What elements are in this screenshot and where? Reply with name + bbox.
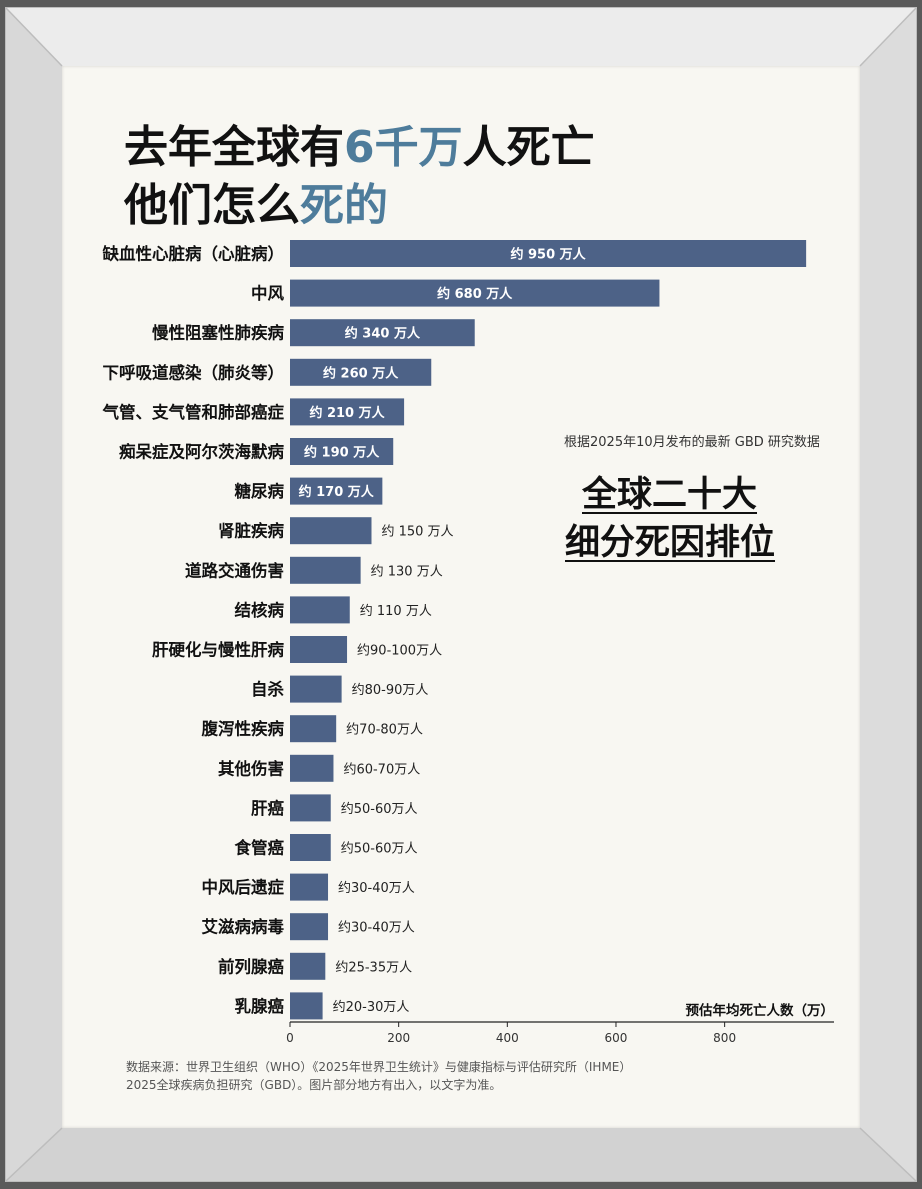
value-label: 约 210 万人 <box>309 405 385 421</box>
x-axis-title: 预估年均死亡人数（万） <box>686 1002 835 1019</box>
category-label: 慢性阻塞性肺疾病 <box>152 323 285 343</box>
bar <box>290 675 342 703</box>
category-label: 腹泻性疾病 <box>202 719 285 739</box>
value-label: 约60-70万人 <box>343 762 420 777</box>
category-label: 其他伤害 <box>218 758 284 778</box>
value-label: 约 680 万人 <box>437 286 513 302</box>
value-label: 约90-100万人 <box>357 644 442 659</box>
value-label: 约20-30万人 <box>333 1000 410 1015</box>
value-label: 约 150 万人 <box>381 525 453 540</box>
x-tick-label: 0 <box>286 1031 294 1045</box>
value-label: 约 110 万人 <box>360 604 432 619</box>
category-label: 食管癌 <box>235 838 285 858</box>
bar <box>290 517 372 545</box>
title-line-1: 去年全球有6千万人死亡 <box>124 122 595 173</box>
infographic-poster: 去年全球有6千万人死亡 他们怎么死的 缺血性心脏病（心脏病） 中风慢性阻塞性肺疾病… <box>62 66 860 1128</box>
value-label: 约30-40万人 <box>338 921 415 936</box>
value-label: 约 950 万人 <box>510 247 586 263</box>
value-label: 约30-40万人 <box>338 881 415 896</box>
bar <box>290 913 329 941</box>
callout-line-2: 细分死因排位 <box>565 523 776 563</box>
bar <box>290 556 361 584</box>
data-source-note: 根据2025年10月发布的最新 GBD 研究数据 <box>564 435 820 450</box>
category-label: 痴呆症及阿尔茨海默病 <box>119 442 285 462</box>
category-label: 乳腺癌 <box>235 996 285 1016</box>
x-tick-label: 400 <box>496 1031 519 1045</box>
title-highlight-text: 死的 <box>300 180 388 231</box>
category-label: 肝硬化与慢性肝病 <box>152 640 285 660</box>
bar <box>290 438 394 465</box>
bar <box>290 992 323 1020</box>
bar <box>290 398 405 426</box>
bar <box>290 636 348 663</box>
bar <box>290 952 326 980</box>
value-labels: 约 950 万人约 680 万人约 340 万人约 260 万人约 210 万人… <box>299 247 587 1015</box>
value-label: 约 340 万人 <box>345 326 421 342</box>
bar <box>290 754 334 782</box>
bar <box>290 240 807 267</box>
x-tick-label: 600 <box>605 1031 628 1045</box>
category-label: 糖尿病 <box>235 481 285 501</box>
category-label: 下呼吸道感染（肺炎等） <box>103 362 285 382</box>
title-highlight-number: 6千万 <box>344 122 463 173</box>
bar <box>290 279 660 307</box>
bar <box>290 477 383 505</box>
bar <box>290 794 331 822</box>
bar <box>290 834 331 861</box>
bar <box>290 596 350 624</box>
bars <box>290 240 807 1020</box>
category-label: 缺血性心脏病（心脏病） <box>103 244 285 264</box>
value-label: 约70-80万人 <box>346 723 423 738</box>
category-label: 肾脏疾病 <box>218 521 285 541</box>
value-label: 约 170 万人 <box>299 484 375 500</box>
footnote: 数据来源：世界卫生组织（WHO）《2025年世界卫生统计》与健康指标与评估研究所… <box>126 1058 826 1094</box>
category-label: 结核病 <box>235 600 285 620</box>
category-label: 气管、支气管和肺部癌症 <box>102 402 285 422</box>
footnote-line-1: 数据来源：世界卫生组织（WHO）《2025年世界卫生统计》与健康指标与评估研究所… <box>126 1060 632 1074</box>
category-label: 肝癌 <box>251 798 285 818</box>
value-label: 约25-35万人 <box>335 960 412 975</box>
value-label: 约 260 万人 <box>323 365 399 381</box>
x-axis: 0 200 400 600 800 预估年均死亡人数（万） <box>286 1002 834 1045</box>
category-label: 前列腺癌 <box>218 956 285 976</box>
bar <box>290 715 337 743</box>
bar <box>290 873 329 901</box>
bar <box>290 358 432 386</box>
title-line-2: 他们怎么死的 <box>124 180 388 231</box>
value-label: 约50-60万人 <box>341 802 418 817</box>
bar <box>290 319 475 347</box>
value-label: 约 190 万人 <box>304 445 380 461</box>
category-label: 中风 <box>251 283 285 303</box>
x-tick-label: 200 <box>387 1031 410 1045</box>
value-label: 约50-60万人 <box>341 842 418 857</box>
value-label: 约 130 万人 <box>371 564 443 579</box>
callout-line-1: 全球二十大 <box>582 475 758 515</box>
x-tick-label: 800 <box>713 1031 736 1045</box>
category-label: 自杀 <box>251 679 285 699</box>
footnote-line-2: 2025全球疾病负担研究（GBD）。图片部分地方有出入，以文字为准。 <box>126 1078 502 1092</box>
category-label: 道路交通伤害 <box>185 560 284 580</box>
value-label: 约80-90万人 <box>352 683 429 698</box>
category-label: 艾滋病病毒 <box>202 917 285 937</box>
category-label: 中风后遗症 <box>202 877 285 897</box>
